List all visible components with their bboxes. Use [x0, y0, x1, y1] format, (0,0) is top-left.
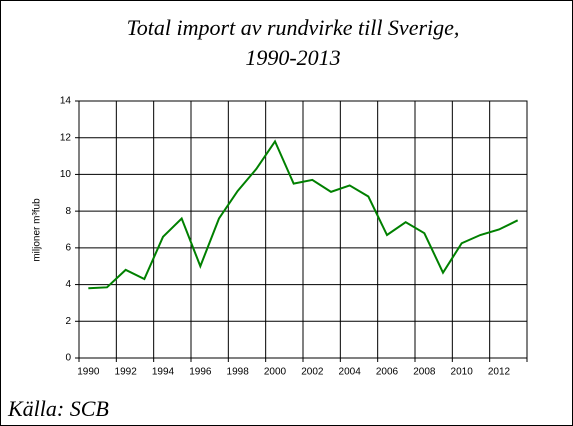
y-axis-label: miljoner m³fub	[32, 198, 43, 262]
y-tick-label: 6	[65, 242, 71, 253]
chart-title: 1990-2013	[245, 45, 340, 70]
x-tick-label: 1990	[77, 367, 100, 378]
y-tick-label: 14	[60, 96, 72, 107]
x-tick-label: 2010	[451, 367, 474, 378]
x-tick-label: 2006	[376, 367, 399, 378]
x-tick-label: 1996	[189, 367, 212, 378]
x-tick-label: 1992	[115, 367, 138, 378]
source: Källa: SCB	[7, 396, 109, 421]
chart-title: Total import av rundvirke till Sverige,	[127, 15, 460, 40]
y-tick-label: 12	[60, 132, 72, 143]
plot-border	[78, 100, 528, 359]
y-tick-label: 8	[65, 206, 71, 217]
y-tick-label: 4	[65, 279, 71, 290]
y-tick-label: 2	[65, 316, 71, 327]
x-tick-label: 2012	[488, 367, 511, 378]
y-tick-label: 10	[60, 169, 72, 180]
line	[88, 139, 519, 290]
x-tick-label: 2000	[264, 367, 287, 378]
x-tick-label: 2002	[301, 367, 324, 378]
x-tick-label: 1994	[152, 367, 175, 378]
x-tick-label: 1998	[227, 367, 250, 378]
x-tick-label: 2004	[339, 367, 362, 378]
x-tick-label: 2008	[413, 367, 436, 378]
y-tick-label: 0	[65, 353, 71, 364]
